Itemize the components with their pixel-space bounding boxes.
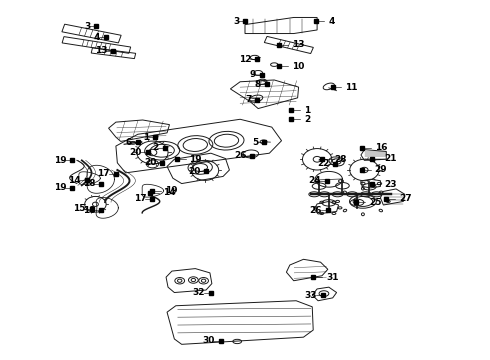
Text: 26: 26 [234,151,246,160]
Text: 20: 20 [129,148,142,157]
Text: 24: 24 [308,176,321,185]
Text: 32: 32 [193,288,205,297]
Text: 9: 9 [250,70,256,79]
Text: 19: 19 [190,155,202,164]
Text: 16: 16 [374,143,387,152]
Text: 17: 17 [98,169,110,178]
Text: 12: 12 [239,55,251,64]
Text: 15: 15 [73,204,86,213]
Text: 18: 18 [83,206,96,215]
Text: 17: 17 [134,194,147,203]
Text: 33: 33 [305,291,317,300]
Text: 3: 3 [84,22,91,31]
Text: 26: 26 [310,206,322,215]
Text: 30: 30 [202,336,215,345]
Text: 25: 25 [369,198,381,207]
Text: 10: 10 [292,62,304,71]
Text: 2: 2 [304,115,310,124]
Text: 23: 23 [384,180,397,189]
Text: 5: 5 [252,138,259,147]
Text: 14: 14 [163,188,175,197]
Text: 19: 19 [53,156,66,165]
Text: 1: 1 [304,106,310,115]
Text: 21: 21 [384,154,397,163]
Text: 3: 3 [233,17,239,26]
Text: 19: 19 [165,186,178,195]
Text: 2: 2 [152,143,159,152]
Text: 13: 13 [95,46,108,55]
Text: 7: 7 [245,95,251,104]
Text: 4: 4 [328,17,335,26]
Text: 18: 18 [83,179,96,188]
Text: 29: 29 [374,166,387,175]
Text: 13: 13 [292,40,304,49]
Text: 19: 19 [53,183,66,192]
Text: 4: 4 [94,33,100,42]
Text: 8: 8 [255,80,261,89]
Text: 6: 6 [126,138,132,147]
Text: 28: 28 [335,155,347,164]
Text: 20: 20 [188,167,200,176]
Text: 14: 14 [68,176,81,185]
Text: 22: 22 [317,159,329,168]
Text: 1: 1 [143,132,149,141]
Text: 31: 31 [326,273,339,282]
Text: 11: 11 [345,83,358,92]
Text: 20: 20 [144,158,156,167]
Text: 27: 27 [399,194,412,203]
